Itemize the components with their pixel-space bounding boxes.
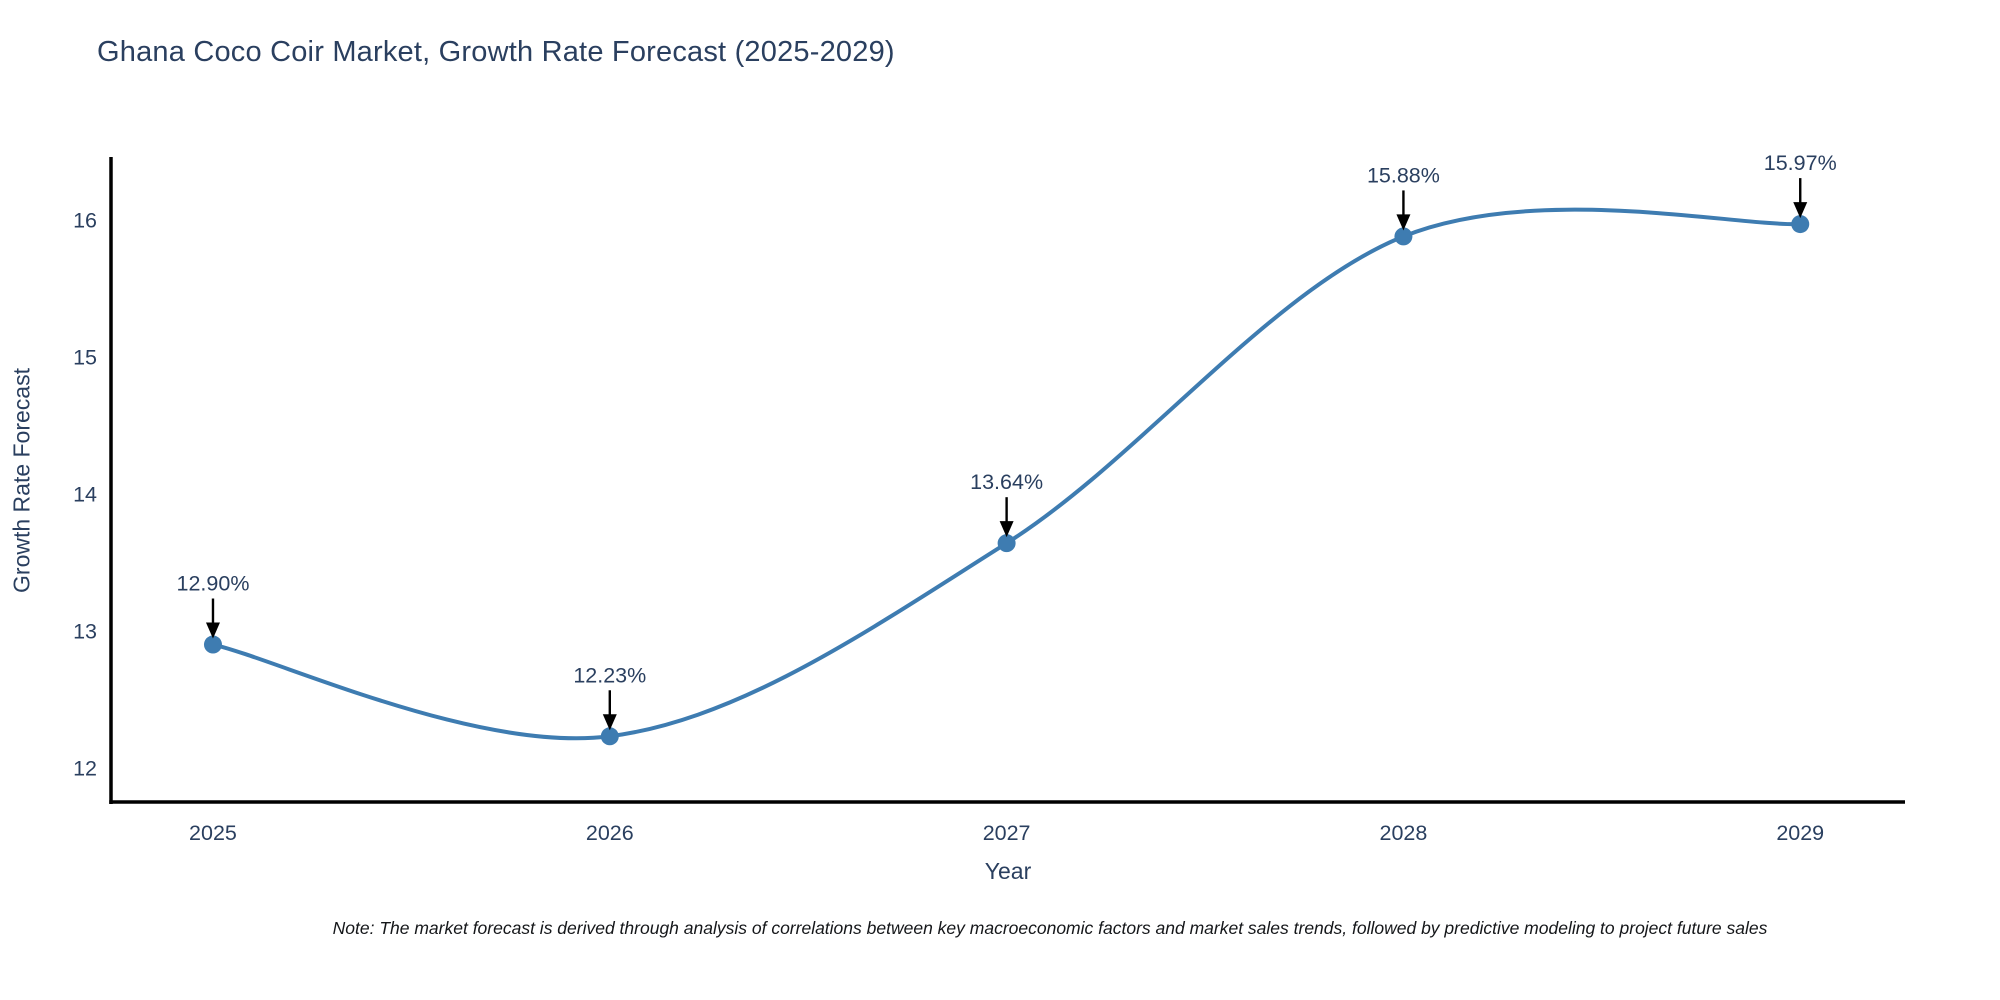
y-tick-label: 16 — [73, 208, 97, 232]
chart-title: Ghana Coco Coir Market, Growth Rate Fore… — [97, 36, 895, 68]
data-point-marker[interactable] — [1394, 227, 1413, 246]
annotation-arrowhead — [999, 521, 1014, 538]
data-point-marker[interactable] — [997, 534, 1016, 553]
annotation-label: 12.90% — [177, 572, 250, 596]
x-tick-label: 2028 — [1380, 821, 1428, 845]
x-tick-label: 2026 — [586, 821, 634, 845]
annotation-arrowhead — [602, 714, 617, 731]
annotation-label: 15.88% — [1367, 163, 1440, 187]
data-point-marker[interactable] — [1791, 215, 1810, 234]
annotation-arrowhead — [205, 622, 220, 639]
annotation-label: 12.23% — [573, 663, 646, 687]
x-axis-label: Year — [984, 858, 1032, 884]
annotation-arrowhead — [1793, 202, 1808, 219]
y-tick-label: 13 — [73, 619, 97, 643]
annotation-label: 15.97% — [1764, 151, 1837, 175]
x-tick-label: 2027 — [983, 821, 1031, 845]
y-tick-label: 12 — [73, 756, 97, 780]
data-point-marker[interactable] — [600, 727, 619, 746]
y-tick-label: 15 — [73, 345, 97, 369]
x-tick-label: 2029 — [1776, 821, 1824, 845]
annotation-label: 13.64% — [970, 470, 1043, 494]
x-tick-label: 2025 — [189, 821, 237, 845]
y-tick-label: 14 — [73, 482, 97, 506]
footnote: Note: The market forecast is derived thr… — [332, 918, 1768, 938]
data-point-marker[interactable] — [203, 635, 222, 654]
annotation-arrowhead — [1396, 214, 1411, 231]
